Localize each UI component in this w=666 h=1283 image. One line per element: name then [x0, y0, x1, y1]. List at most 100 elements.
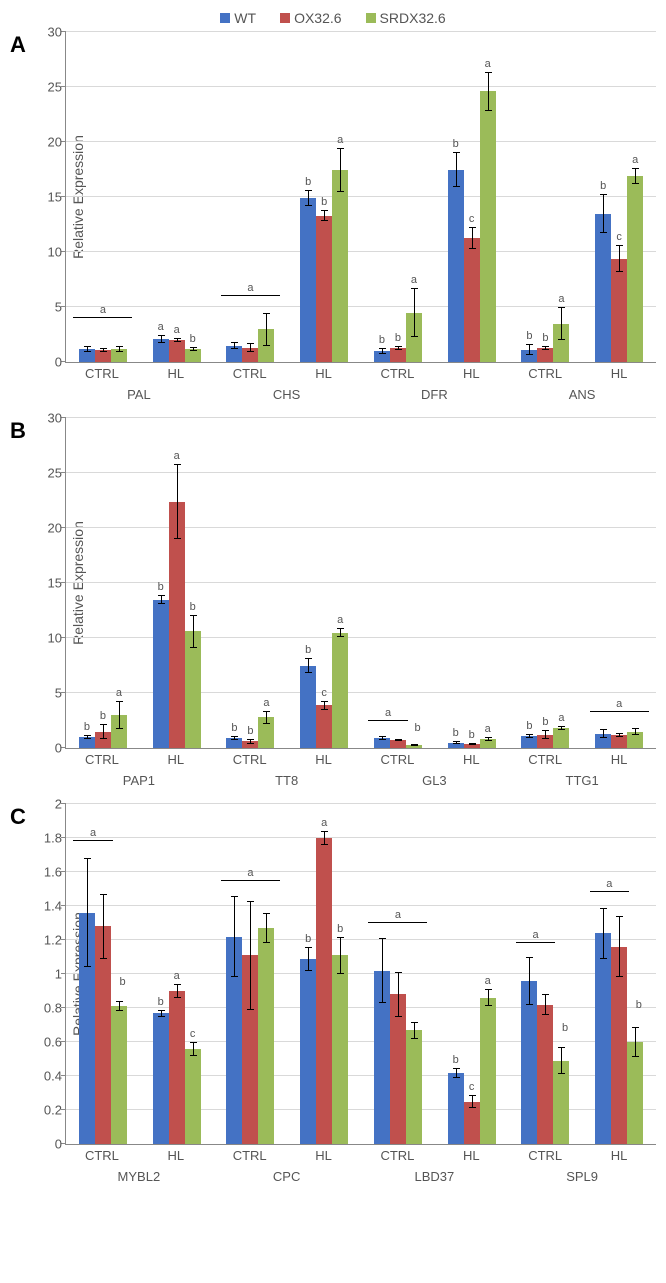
- significance-letter: a: [558, 293, 564, 305]
- significance-letter: a: [321, 817, 327, 829]
- bar: [553, 1061, 569, 1144]
- significance-letter: b: [453, 138, 459, 150]
- error-bar: [234, 736, 235, 740]
- significance-letter: a: [411, 274, 417, 286]
- bar: b: [153, 1013, 169, 1144]
- tick-label: 5: [55, 686, 62, 701]
- cluster: bba: [214, 418, 288, 748]
- plot-area: Relative Expression051015202530aaababbab…: [65, 32, 656, 363]
- bar: b: [185, 349, 201, 362]
- tick-label: 0.8: [44, 1001, 62, 1016]
- x-main-label: LBD37: [361, 1166, 509, 1190]
- significance-letter: b: [337, 923, 343, 935]
- error-bar: [382, 938, 383, 1003]
- error-bar: [529, 957, 530, 1005]
- error-bar: [619, 916, 620, 977]
- error-bar: [619, 733, 620, 737]
- bar: [390, 994, 406, 1144]
- bar: [374, 971, 390, 1144]
- legend-item: SRDX32.6: [366, 10, 446, 26]
- sub-row: a b a b: [214, 804, 362, 1144]
- x-sub-label: CTRL: [213, 749, 287, 770]
- bar: [258, 329, 274, 362]
- significance-line: [590, 711, 649, 712]
- legend-item: OX32.6: [280, 10, 341, 26]
- error-bar: [250, 343, 251, 352]
- tick-label: 1.4: [44, 899, 62, 914]
- x-group: CTRLHLCHS: [213, 363, 361, 408]
- error-bar: [308, 658, 309, 673]
- significance-letter: a: [116, 687, 122, 699]
- cluster: bca: [287, 418, 361, 748]
- significance-letter: a: [485, 58, 491, 70]
- error-bar: [603, 908, 604, 959]
- cluster: bba: [509, 32, 583, 362]
- error-bar: [340, 148, 341, 192]
- significance-letter: a: [558, 712, 564, 724]
- error-bar: [193, 615, 194, 648]
- error-bar: [398, 346, 399, 350]
- bar: c: [611, 259, 627, 362]
- bar: b: [448, 1073, 464, 1144]
- bar: a: [332, 633, 348, 749]
- cluster: a: [214, 804, 288, 1144]
- error-bar: [177, 464, 178, 539]
- x-sub-label: HL: [287, 749, 361, 770]
- x-group: CTRLHLDFR: [361, 363, 509, 408]
- plot-area: Relative Expression00.20.40.60.811.21.41…: [65, 804, 656, 1145]
- error-bar: [382, 736, 383, 740]
- bar: c: [464, 238, 480, 362]
- bar: a: [406, 313, 422, 363]
- x-sub-label: CTRL: [508, 1145, 582, 1166]
- significance-line: [368, 922, 427, 923]
- x-sub-label: CTRL: [65, 1145, 139, 1166]
- x-sub-label: CTRL: [508, 749, 582, 770]
- significance-letter: b: [321, 196, 327, 208]
- bar: b: [448, 170, 464, 363]
- error-bar: [488, 989, 489, 1006]
- x-sub-label: HL: [434, 1145, 508, 1166]
- error-bar: [561, 726, 562, 730]
- error-bar: [193, 347, 194, 351]
- x-main-label: TTG1: [508, 770, 656, 794]
- x-sub-label: HL: [582, 1145, 656, 1166]
- legend: WTOX32.6SRDX32.6: [10, 10, 656, 26]
- bar: [79, 349, 95, 362]
- significance-letter: b: [453, 1054, 459, 1066]
- error-bar: [250, 739, 251, 743]
- error-bar: [561, 307, 562, 340]
- significance-letter: a: [158, 321, 164, 333]
- bar: [79, 913, 95, 1144]
- error-bar: [324, 831, 325, 845]
- significance-letter: b: [119, 976, 125, 988]
- sub-row: bbaa: [509, 418, 657, 748]
- legend-label: OX32.6: [294, 10, 341, 26]
- x-axis: CTRLHLPALCTRLHLCHSCTRLHLDFRCTRLHLANS: [65, 363, 656, 408]
- tick-label: 30: [48, 25, 62, 40]
- error-bar: [456, 741, 457, 743]
- significance-letter: b: [562, 1022, 568, 1034]
- bar: a: [480, 739, 496, 748]
- bar: a: [480, 998, 496, 1144]
- group: bbaa: [509, 418, 657, 748]
- x-sub-label: CTRL: [361, 749, 435, 770]
- bar: b: [537, 735, 553, 748]
- significance-letter: a: [100, 304, 106, 316]
- bar: a: [111, 715, 127, 748]
- significance-letter: b: [84, 721, 90, 733]
- x-axis: CTRLHLPAP1CTRLHLTT8CTRLHLGL3CTRLHLTTG1: [65, 749, 656, 794]
- legend-label: SRDX32.6: [380, 10, 446, 26]
- bar: [226, 346, 242, 363]
- significance-letter: b: [526, 330, 532, 342]
- error-bar: [308, 947, 309, 971]
- error-bar: [545, 994, 546, 1014]
- x-sub-label: HL: [582, 363, 656, 384]
- significance-letter: a: [337, 134, 343, 146]
- significance-letter: b: [414, 722, 420, 734]
- x-sub-label: CTRL: [213, 1145, 287, 1166]
- x-group: CTRLHLTT8: [213, 749, 361, 794]
- significance-letter: b: [305, 933, 311, 945]
- x-sub-label: HL: [287, 1145, 361, 1166]
- error-bar: [414, 744, 415, 746]
- bar: [611, 947, 627, 1144]
